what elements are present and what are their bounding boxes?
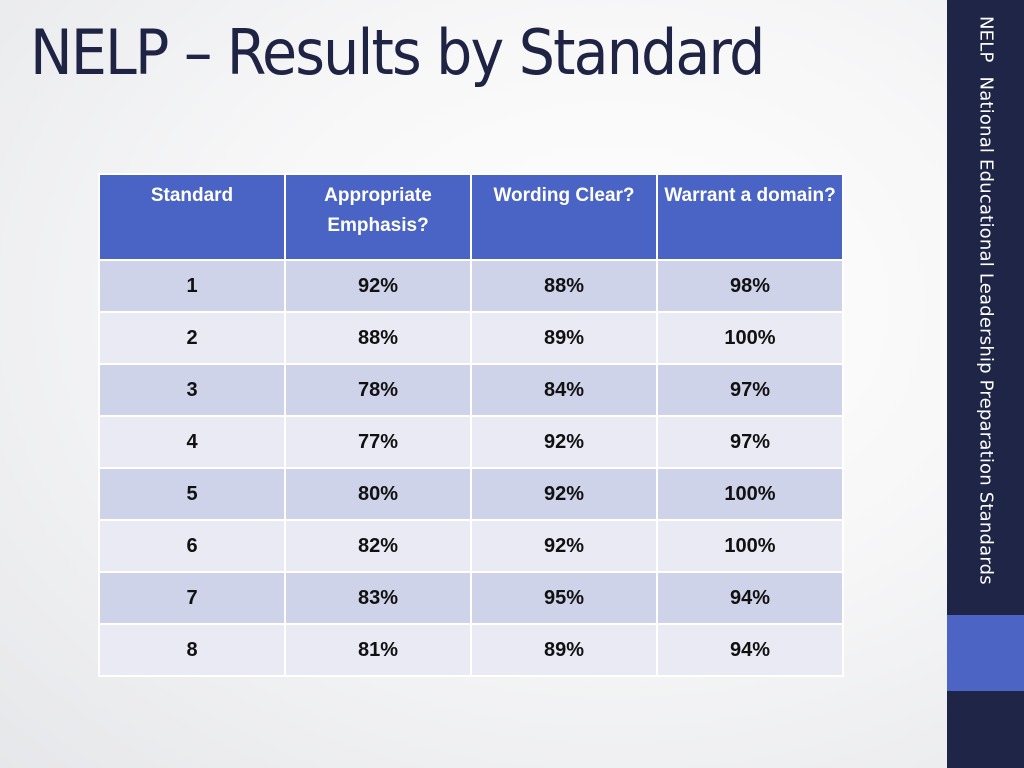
cell-wording: 88% (470, 259, 658, 313)
cell-standard: 7 (98, 571, 286, 625)
cell-domain: 100% (656, 311, 844, 365)
sidebar-full-name: National Educational Leadership Preparat… (975, 76, 996, 585)
slide-title: NELP – Results by Standard (30, 16, 765, 89)
table-row: 4 77% 92% 97% (98, 415, 844, 469)
cell-wording: 95% (470, 571, 658, 625)
cell-standard: 1 (98, 259, 286, 313)
cell-wording: 92% (470, 415, 658, 469)
column-header-warrant-domain: Warrant a domain? (656, 173, 844, 261)
cell-standard: 6 (98, 519, 286, 573)
cell-standard: 3 (98, 363, 286, 417)
cell-emphasis: 78% (284, 363, 472, 417)
cell-emphasis: 83% (284, 571, 472, 625)
cell-domain: 100% (656, 467, 844, 521)
cell-standard: 4 (98, 415, 286, 469)
cell-emphasis: 81% (284, 623, 472, 677)
table-row: 5 80% 92% 100% (98, 467, 844, 521)
cell-domain: 94% (656, 623, 844, 677)
table-row: 2 88% 89% 100% (98, 311, 844, 365)
cell-emphasis: 82% (284, 519, 472, 573)
cell-wording: 92% (470, 519, 658, 573)
table-row: 7 83% 95% 94% (98, 571, 844, 625)
cell-domain: 97% (656, 363, 844, 417)
column-header-appropriate-emphasis: Appropriate Emphasis? (284, 173, 472, 261)
table-row: 8 81% 89% 94% (98, 623, 844, 677)
cell-wording: 89% (470, 623, 658, 677)
cell-wording: 92% (470, 467, 658, 521)
sidebar-banner: NELP National Educational Leadership Prep… (947, 0, 1024, 768)
cell-wording: 84% (470, 363, 658, 417)
cell-standard: 5 (98, 467, 286, 521)
cell-emphasis: 88% (284, 311, 472, 365)
cell-domain: 97% (656, 415, 844, 469)
cell-standard: 2 (98, 311, 286, 365)
cell-emphasis: 77% (284, 415, 472, 469)
sidebar-vertical-text: NELP National Educational Leadership Prep… (975, 16, 996, 585)
cell-standard: 8 (98, 623, 286, 677)
cell-domain: 100% (656, 519, 844, 573)
cell-emphasis: 80% (284, 467, 472, 521)
cell-domain: 98% (656, 259, 844, 313)
cell-wording: 89% (470, 311, 658, 365)
table-header-row: Standard Appropriate Emphasis? Wording C… (98, 173, 844, 261)
sidebar-abbreviation: NELP (975, 16, 996, 63)
column-header-standard: Standard (98, 173, 286, 261)
column-header-wording-clear: Wording Clear? (470, 173, 658, 261)
cell-domain: 94% (656, 571, 844, 625)
table-row: 3 78% 84% 97% (98, 363, 844, 417)
sidebar-accent-block (947, 615, 1024, 691)
table-row: 1 92% 88% 98% (98, 259, 844, 313)
results-table: Standard Appropriate Emphasis? Wording C… (98, 173, 844, 677)
cell-emphasis: 92% (284, 259, 472, 313)
table-row: 6 82% 92% 100% (98, 519, 844, 573)
